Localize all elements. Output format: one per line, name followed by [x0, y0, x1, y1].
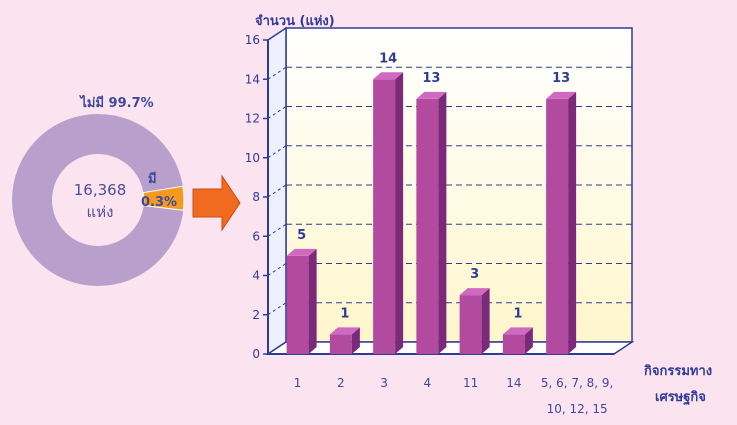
data-label: 5: [297, 228, 306, 243]
x-tick-label: 1: [294, 376, 302, 390]
y-tick-label: 0: [252, 347, 260, 361]
bar-top: [502, 327, 533, 335]
x-axis-title-line2: เศรษฐกิจ: [655, 390, 706, 405]
bar: [286, 248, 317, 354]
plot-floor: [265, 341, 635, 355]
data-label: 13: [422, 71, 440, 86]
data-label: 1: [340, 306, 349, 321]
data-label: 14: [379, 51, 397, 66]
gridline-side: [267, 263, 287, 276]
x-tick-label: 10, 12, 15: [547, 402, 608, 416]
bar: [546, 91, 577, 354]
donut-slice-yes: [142, 185, 185, 211]
bar-side: [351, 327, 360, 354]
bar-top: [286, 248, 317, 256]
bar-side: [481, 288, 490, 354]
donut-label-yes: มี: [148, 172, 157, 187]
bar-front: [459, 295, 482, 354]
bar-top: [329, 327, 360, 335]
x-tick-label: 5, 6, 7, 8, 9,: [541, 376, 614, 390]
bar-top: [459, 288, 490, 296]
bar: [459, 288, 490, 354]
y-tick-label: 8: [252, 190, 260, 204]
donut-center-unit: แห่ง: [86, 203, 114, 221]
y-tick-label: 14: [245, 72, 260, 86]
x-tick-label: 2: [337, 376, 345, 390]
bar-side: [395, 72, 404, 354]
bar-top: [546, 91, 577, 99]
y-tick-label: 10: [245, 151, 260, 165]
data-label: 3: [470, 267, 479, 282]
donut-center-value: 16,368: [73, 181, 127, 199]
bar-front: [502, 334, 525, 354]
y-tick-label: 4: [252, 269, 260, 283]
y-tick-label: 6: [252, 229, 260, 243]
bar: [502, 327, 533, 354]
x-tick-label: 11: [463, 376, 478, 390]
bar-top: [416, 91, 447, 99]
bar-front: [373, 79, 396, 354]
y-tick-label: 16: [245, 33, 260, 47]
bar-front: [416, 98, 439, 354]
bar: [373, 72, 404, 354]
data-label: 13: [552, 71, 570, 86]
gridline-side: [267, 66, 287, 80]
bar-side: [438, 91, 447, 354]
x-tick-label: 3: [380, 376, 388, 390]
gridline-side: [267, 106, 287, 119]
bar: [329, 327, 360, 354]
data-label: 1: [513, 306, 522, 321]
gridline-side: [267, 223, 287, 237]
bar: [416, 91, 447, 354]
gridline-side: [267, 145, 287, 159]
bar-side: [308, 248, 317, 354]
y-tick-label: 2: [252, 308, 260, 322]
donut-label-none: ไม่มี 99.7%: [80, 96, 154, 111]
bar-side: [524, 327, 533, 354]
gridline-side: [267, 184, 287, 198]
y-axis-title: จำนวน (แห่ง): [255, 14, 335, 29]
x-tick-label: 14: [506, 376, 521, 390]
y-tick-label: 12: [245, 112, 260, 126]
arrow-shape: [192, 174, 241, 232]
x-tick-label: 4: [424, 376, 432, 390]
bar-front: [546, 98, 569, 354]
arrow-icon: [192, 174, 241, 232]
gridline-side: [267, 302, 287, 316]
donut-chart: [12, 114, 185, 286]
bar-top: [373, 72, 404, 80]
bar-front: [286, 255, 309, 354]
donut-label-yes-pct: 0.3%: [141, 195, 178, 210]
bar-front: [329, 334, 352, 354]
x-axis-title-line1: กิจกรรมทาง: [644, 364, 713, 379]
bar-side: [568, 91, 577, 354]
